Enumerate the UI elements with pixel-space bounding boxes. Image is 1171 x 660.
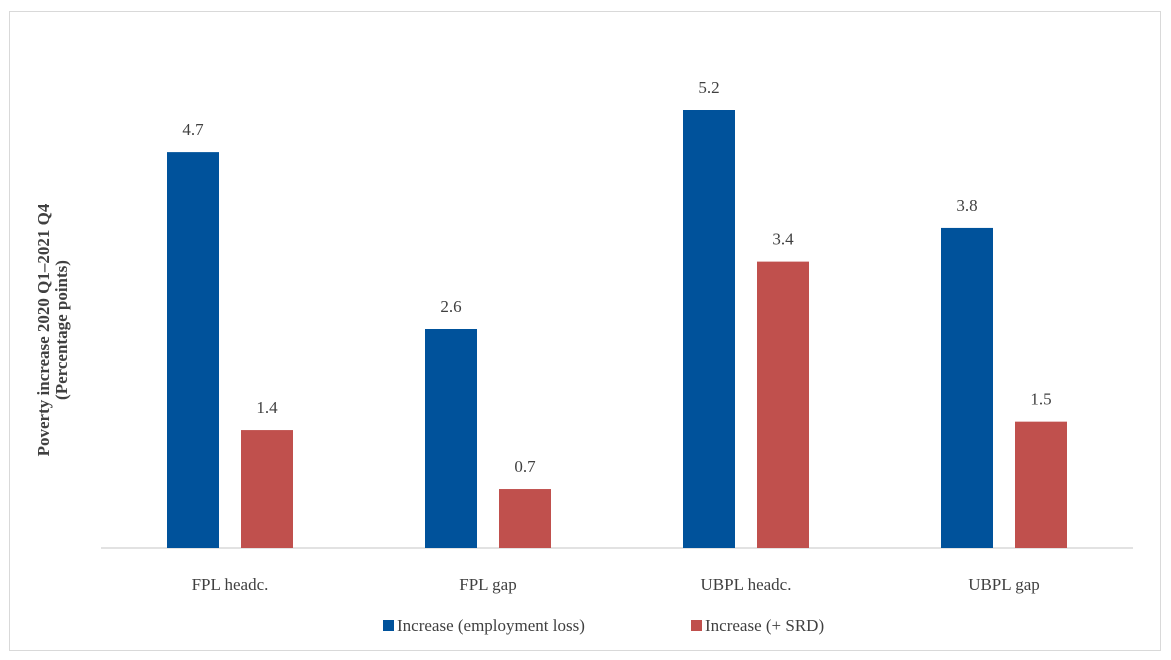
legend: Increase (employment loss) Increase (+ SR… (383, 616, 824, 635)
data-label-ubpl-headc-series-2: 3.4 (772, 230, 794, 249)
y-axis-title-line-1: Poverty increase 2020 Q1–2021 Q4 (34, 203, 53, 456)
bar-ubpl-headc-series-2 (757, 261, 809, 548)
bar-fpl-headc-series-2 (241, 430, 293, 548)
y-axis-title-line-2: (Percentage points) (52, 260, 71, 400)
bar-ubpl-gap-series-2 (1015, 421, 1067, 548)
bar-fpl-headc-series-1 (167, 152, 219, 548)
x-tick-label-ubpl-gap: UBPL gap (968, 575, 1040, 594)
legend-swatch-series-1 (383, 620, 394, 631)
data-label-ubpl-gap-series-1: 3.8 (956, 196, 977, 215)
data-label-fpl-gap-series-1: 2.6 (440, 297, 461, 316)
bar-fpl-gap-series-2 (499, 489, 551, 548)
legend-swatch-series-2 (691, 620, 702, 631)
legend-label-series-1: Increase (employment loss) (397, 616, 585, 635)
y-axis-title: Poverty increase 2020 Q1–2021 Q4 (Percen… (34, 203, 71, 456)
x-tick-labels: FPL headc. FPL gap UBPL headc. UBPL gap (192, 575, 1040, 594)
data-label-ubpl-headc-series-1: 5.2 (698, 78, 719, 97)
data-label-fpl-gap-series-2: 0.7 (514, 457, 536, 476)
x-tick-label-ubpl-headc: UBPL headc. (701, 575, 792, 594)
data-label-fpl-headc-series-1: 4.7 (182, 120, 204, 139)
x-tick-label-fpl-headc: FPL headc. (192, 575, 269, 594)
bars-group: 4.7 1.4 2.6 0.7 5.2 3.4 3.8 1.5 (167, 78, 1067, 548)
x-tick-label-fpl-gap: FPL gap (459, 575, 516, 594)
legend-label-series-2: Increase (+ SRD) (705, 616, 824, 635)
bar-ubpl-gap-series-1 (941, 227, 993, 548)
bar-ubpl-headc-series-1 (683, 110, 735, 548)
data-label-fpl-headc-series-2: 1.4 (256, 398, 278, 417)
data-label-ubpl-gap-series-2: 1.5 (1030, 390, 1051, 409)
bar-fpl-gap-series-1 (425, 329, 477, 548)
